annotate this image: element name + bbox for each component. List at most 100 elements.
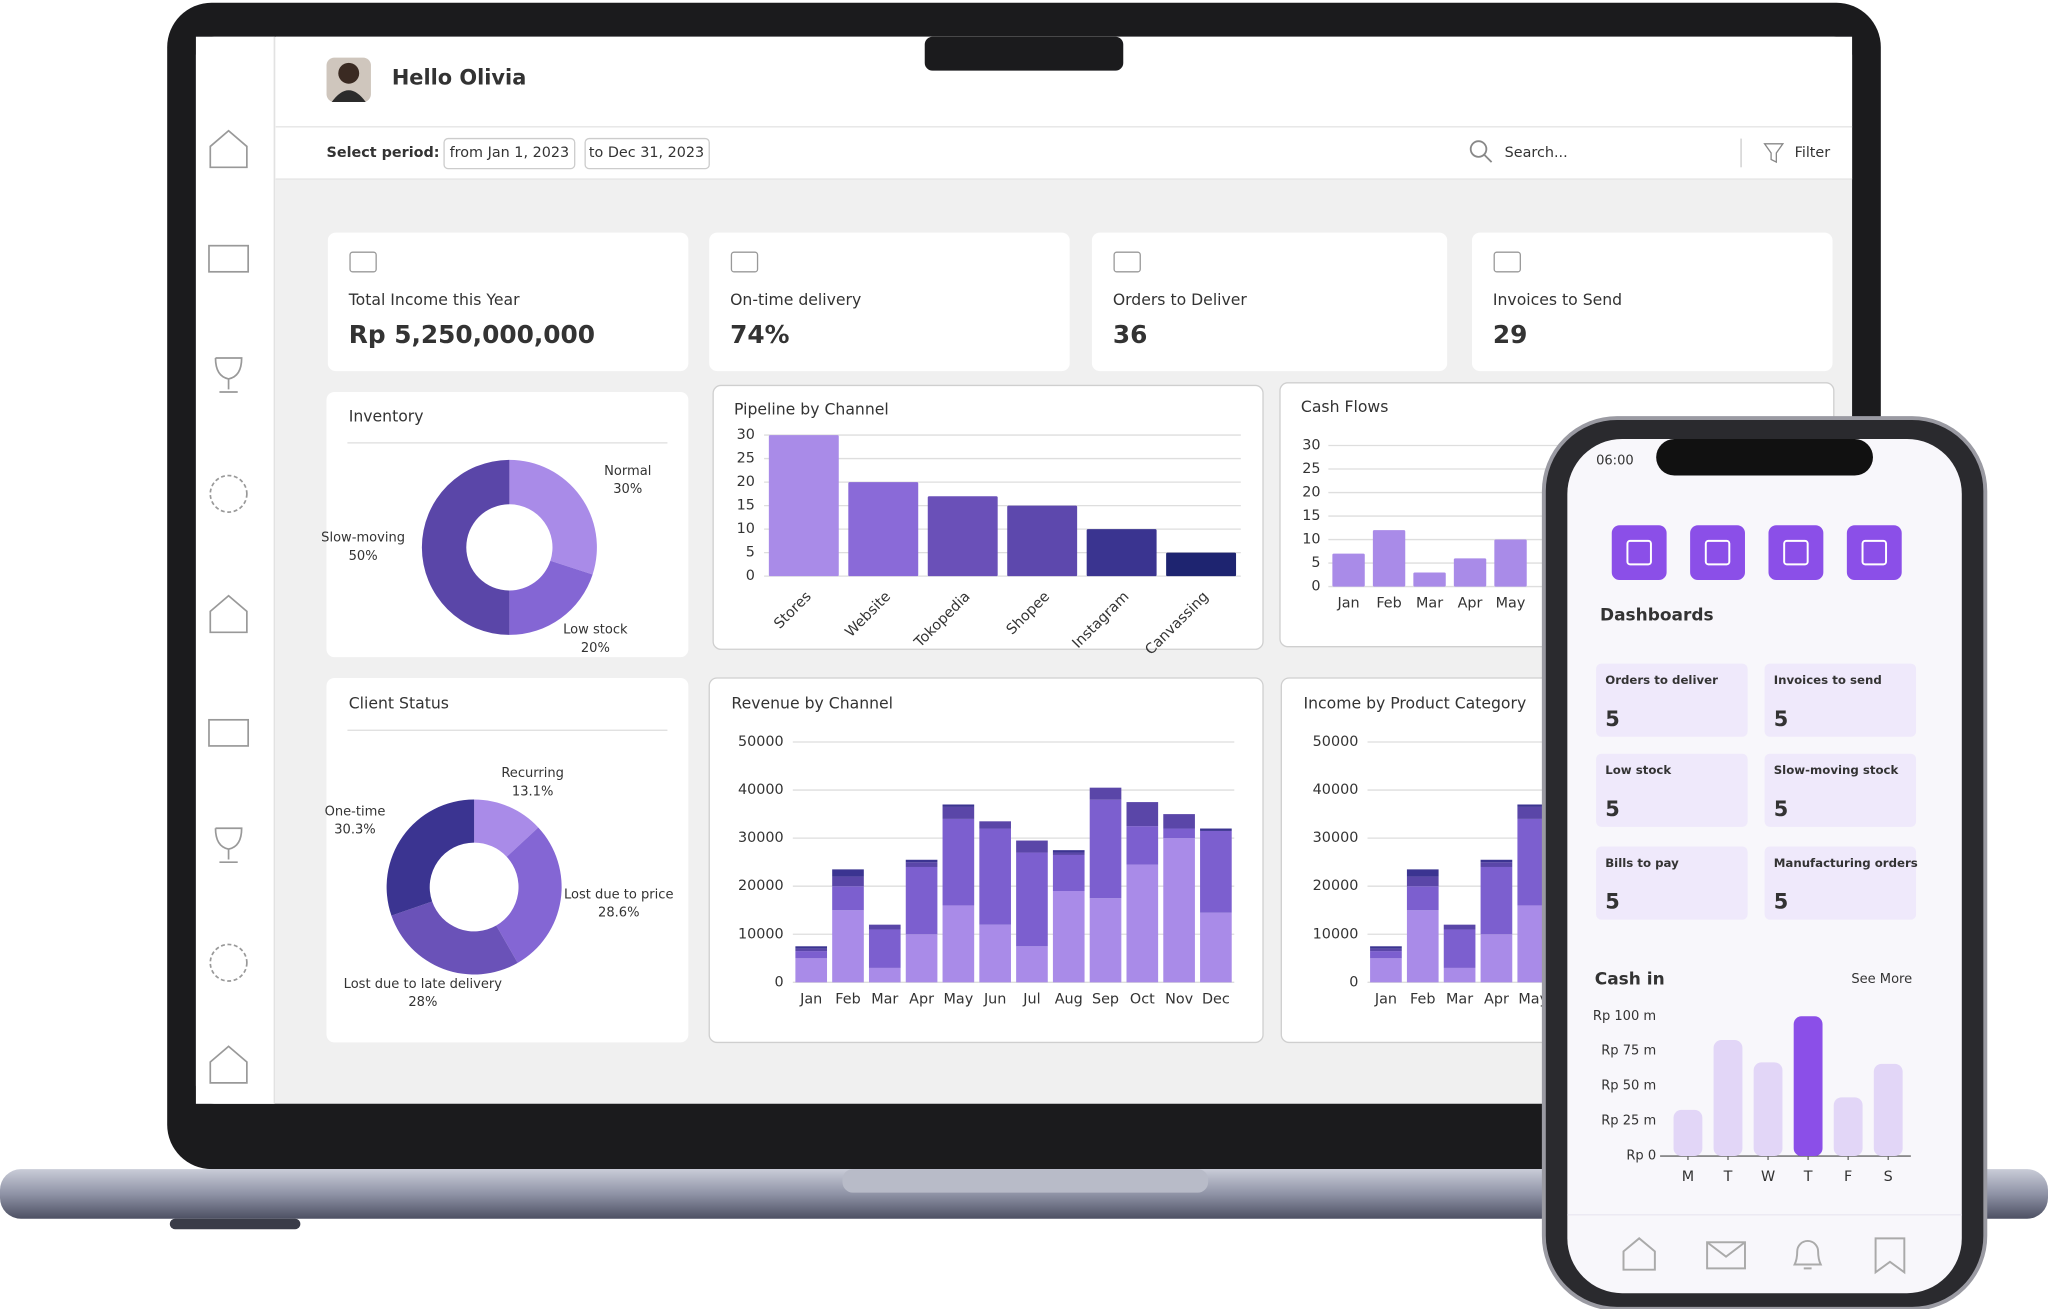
summary-tile[interactable] bbox=[1764, 753, 1917, 827]
dashboard-shortcut[interactable] bbox=[1690, 525, 1745, 581]
summary-tile[interactable] bbox=[1764, 846, 1917, 920]
x-tick-label: Nov bbox=[1165, 991, 1194, 1007]
bar bbox=[1453, 558, 1487, 587]
y-tick-label: 20000 bbox=[738, 878, 784, 894]
tile-value: 5 bbox=[1605, 797, 1620, 821]
y-tick-label: 30000 bbox=[1313, 830, 1359, 846]
bar-segment bbox=[1052, 891, 1085, 983]
y-tick-label: 0 bbox=[1311, 579, 1320, 595]
bar bbox=[1713, 1040, 1743, 1157]
y-tick-label: Rp 100 m bbox=[1593, 1009, 1656, 1024]
x-tick-label: Jun bbox=[983, 991, 1006, 1007]
phone-time: 06:00 bbox=[1596, 454, 1634, 469]
bar bbox=[1413, 572, 1446, 587]
y-tick-label: 5 bbox=[746, 545, 755, 561]
x-tick-label: F bbox=[1844, 1169, 1852, 1185]
bar bbox=[1873, 1063, 1903, 1157]
shortcut-glyph bbox=[1861, 539, 1888, 566]
bar bbox=[1007, 505, 1078, 577]
bar-segment bbox=[1480, 859, 1513, 863]
filter-button[interactable]: Filter bbox=[1795, 145, 1831, 161]
y-tick-label: 25 bbox=[737, 451, 755, 467]
nav-bookmark[interactable] bbox=[1874, 1237, 1906, 1275]
bar-segment bbox=[979, 828, 1011, 925]
kpi-card bbox=[327, 232, 689, 372]
search-input[interactable]: Search... bbox=[1505, 145, 1568, 161]
dashboard-shortcut[interactable] bbox=[1768, 525, 1824, 581]
x-tick-label: Jan bbox=[1337, 596, 1360, 612]
bar-segment bbox=[832, 886, 864, 911]
kpi-label: Orders to Deliver bbox=[1113, 290, 1248, 309]
bar-segment bbox=[905, 934, 938, 983]
y-tick-label: 40000 bbox=[738, 782, 784, 798]
x-tick-label: Feb bbox=[1410, 991, 1435, 1007]
y-tick-label: 25 bbox=[1302, 461, 1320, 477]
summary-tile[interactable] bbox=[1764, 663, 1917, 737]
chart: Client Status Recurring 13.1% Lost due to p… bbox=[325, 678, 689, 1043]
x-tick-label: Feb bbox=[835, 991, 860, 1007]
y-tick-label: 20000 bbox=[1313, 878, 1359, 894]
x-tick-label: Dec bbox=[1202, 991, 1230, 1007]
x-tick-label: W bbox=[1761, 1169, 1775, 1185]
nav-icon bbox=[209, 129, 248, 169]
chart: Revenue by Channel 0 10000 20000 30000 40000 5… bbox=[708, 677, 1264, 1044]
filter-icon[interactable] bbox=[1763, 143, 1785, 164]
kpi-card bbox=[709, 232, 1070, 372]
chart-title: Pipeline by Channel bbox=[734, 400, 889, 419]
tile-label: Invoices to send bbox=[1774, 673, 1882, 687]
chart: Cash in See More Rp 0 Rp 25 m Rp 50 m Rp 75 m… bbox=[1593, 970, 1912, 1185]
bar-segment bbox=[942, 806, 975, 819]
nav-bell[interactable] bbox=[1793, 1240, 1823, 1270]
date-from[interactable]: from Jan 1, 2023 bbox=[450, 145, 570, 161]
dashboard-shortcut[interactable] bbox=[1846, 525, 1902, 581]
date-to[interactable]: to Dec 31, 2023 bbox=[589, 145, 704, 161]
bar-segment bbox=[1370, 946, 1402, 949]
bar-segment bbox=[1406, 876, 1439, 887]
nav-mail[interactable] bbox=[1706, 1241, 1746, 1270]
y-tick-label: 15 bbox=[1302, 508, 1320, 524]
nav-mail[interactable] bbox=[1706, 1241, 1746, 1258]
search-icon[interactable] bbox=[1483, 153, 1493, 163]
bar-segment bbox=[795, 946, 828, 949]
bar bbox=[1494, 539, 1527, 587]
tile-label: Slow-moving stock bbox=[1774, 763, 1900, 777]
bar-segment bbox=[1052, 854, 1085, 892]
bar-segment bbox=[1517, 806, 1550, 819]
bar-segment bbox=[1480, 862, 1513, 867]
summary-tile[interactable] bbox=[1596, 753, 1748, 827]
summary-tile[interactable] bbox=[1596, 663, 1748, 737]
see-more-link[interactable]: See More bbox=[1851, 972, 1912, 987]
tile-label: Low stock bbox=[1605, 763, 1672, 777]
x-tick-label: Feb bbox=[1376, 596, 1401, 612]
search-icon[interactable] bbox=[1469, 140, 1488, 158]
x-tick-label: Mar bbox=[1446, 991, 1473, 1007]
bar-segment bbox=[1200, 912, 1232, 983]
pie-slice bbox=[509, 459, 597, 575]
dashboard-shortcut[interactable] bbox=[1611, 525, 1667, 581]
tile-value: 5 bbox=[1774, 707, 1789, 731]
x-tick-label: M bbox=[1682, 1169, 1694, 1185]
tile-value: 5 bbox=[1774, 890, 1789, 914]
laptop-base bbox=[0, 1169, 2048, 1219]
nav-home[interactable] bbox=[1622, 1237, 1656, 1271]
bar-segment bbox=[1370, 958, 1402, 983]
bar-segment bbox=[1163, 814, 1195, 829]
y-tick-label: Rp 75 m bbox=[1601, 1044, 1656, 1059]
pie-slice bbox=[391, 901, 518, 975]
chart: Inventory Normal 30% Low stock 20% Slow-movin… bbox=[321, 391, 689, 658]
slice-label: Recurring bbox=[501, 766, 564, 781]
bar-segment bbox=[979, 821, 1011, 829]
bar-segment bbox=[942, 818, 975, 906]
nav-icon bbox=[214, 357, 243, 393]
slice-value-label: 30.3% bbox=[334, 823, 375, 838]
period-label: Select period: bbox=[327, 145, 440, 161]
bar-segment bbox=[1052, 850, 1085, 853]
slice-label: Slow-moving bbox=[321, 531, 405, 546]
summary-tile[interactable] bbox=[1596, 846, 1748, 920]
date-to-input[interactable] bbox=[584, 137, 710, 170]
phone-notch bbox=[1656, 438, 1873, 476]
laptop-foot bbox=[169, 1218, 301, 1230]
date-from-input[interactable] bbox=[443, 137, 576, 170]
kpi-icon bbox=[1493, 251, 1521, 273]
